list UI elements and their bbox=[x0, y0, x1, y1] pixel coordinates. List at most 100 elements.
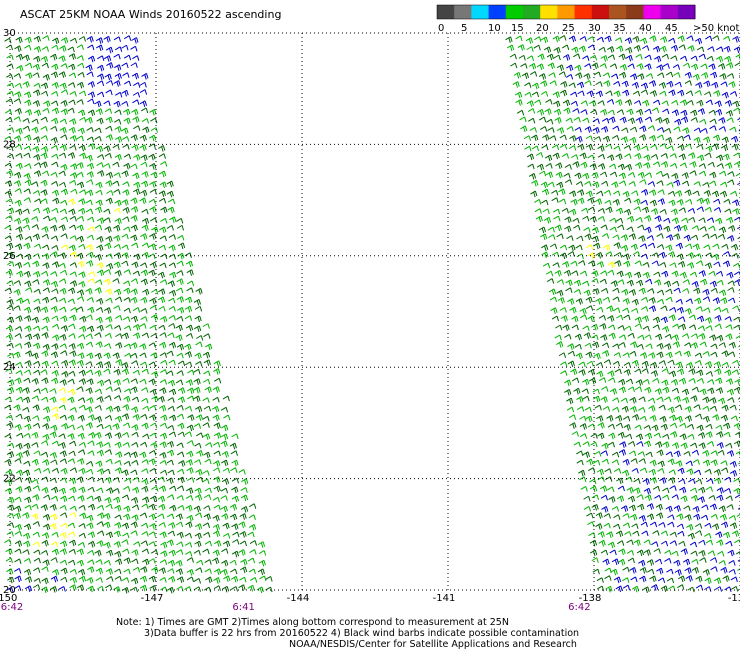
legend-label: 45 bbox=[665, 23, 678, 34]
wind-barb bbox=[70, 487, 77, 493]
wind-barb bbox=[674, 119, 681, 125]
wind-barb bbox=[203, 479, 210, 484]
wind-barb bbox=[650, 576, 657, 582]
wind-barb bbox=[642, 531, 649, 536]
wind-barb bbox=[572, 47, 579, 53]
wind-barb bbox=[724, 477, 731, 482]
wind-barb bbox=[32, 514, 39, 520]
wind-barb bbox=[52, 335, 59, 341]
wind-barb bbox=[573, 162, 580, 168]
wind-barb bbox=[124, 506, 130, 512]
wind-barb bbox=[680, 272, 687, 278]
wind-barb bbox=[115, 433, 122, 439]
wind-barb bbox=[34, 578, 41, 583]
wind-barb bbox=[560, 371, 567, 376]
wind-barb bbox=[60, 496, 67, 502]
wind-barb bbox=[51, 487, 58, 493]
wind-barb bbox=[653, 162, 660, 167]
wind-barb bbox=[638, 172, 645, 178]
wind-barb bbox=[124, 569, 130, 574]
wind-barb bbox=[68, 153, 75, 159]
wind-barb bbox=[623, 513, 630, 518]
wind-barb bbox=[693, 288, 700, 294]
wind-barb bbox=[600, 324, 607, 330]
wind-barb bbox=[52, 262, 59, 268]
wind-barb bbox=[167, 425, 174, 430]
wind-barb bbox=[602, 443, 609, 449]
wind-barb bbox=[655, 216, 662, 222]
wind-barb bbox=[600, 109, 607, 115]
wind-barb bbox=[734, 153, 740, 158]
wind-barb bbox=[232, 460, 239, 466]
wind-barb bbox=[554, 109, 561, 115]
wind-barb bbox=[685, 515, 692, 521]
wind-barb bbox=[205, 344, 212, 350]
wind-barb bbox=[661, 424, 668, 430]
wind-barb bbox=[194, 443, 201, 448]
wind-barb bbox=[596, 416, 603, 422]
wind-barb bbox=[657, 245, 664, 250]
wind-barb bbox=[187, 415, 194, 421]
wind-barb bbox=[643, 479, 650, 485]
wind-barb bbox=[51, 460, 58, 465]
wind-barb bbox=[618, 486, 625, 491]
wind-barb bbox=[158, 289, 165, 295]
wind-barb bbox=[204, 360, 211, 366]
wind-barb bbox=[602, 343, 609, 348]
wind-barb bbox=[677, 514, 684, 520]
wind-barb bbox=[691, 495, 698, 501]
wind-barb bbox=[644, 155, 651, 161]
wind-barb bbox=[714, 362, 721, 368]
wind-barb bbox=[616, 531, 623, 537]
wind-barb bbox=[700, 342, 707, 347]
wind-barb bbox=[729, 82, 736, 88]
wind-barb bbox=[667, 578, 674, 583]
wind-barb bbox=[42, 47, 49, 52]
wind-barb bbox=[614, 91, 621, 97]
wind-barb bbox=[584, 333, 591, 339]
wind-barb bbox=[661, 317, 668, 323]
wind-barb bbox=[105, 109, 112, 114]
wind-barb bbox=[599, 378, 606, 383]
wind-barb bbox=[15, 424, 22, 430]
wind-barb bbox=[122, 523, 129, 529]
wind-barb bbox=[70, 577, 77, 583]
wind-barb bbox=[186, 495, 193, 500]
wind-barb bbox=[78, 110, 85, 116]
wind-barb bbox=[557, 280, 564, 285]
wind-barb bbox=[657, 352, 664, 358]
wind-barb bbox=[178, 477, 185, 483]
wind-barb bbox=[563, 325, 570, 331]
wind-barb bbox=[150, 279, 157, 284]
wind-barb bbox=[41, 550, 48, 555]
wind-barb bbox=[41, 370, 48, 375]
wind-barb bbox=[187, 270, 194, 276]
wind-barb bbox=[641, 90, 648, 95]
wind-barb bbox=[249, 524, 256, 530]
wind-barb bbox=[14, 559, 21, 564]
wind-barb bbox=[185, 587, 192, 592]
wind-barb bbox=[124, 389, 131, 394]
wind-barb bbox=[540, 81, 547, 87]
wind-barb bbox=[564, 173, 571, 178]
wind-barb bbox=[123, 182, 130, 187]
wind-barb bbox=[698, 487, 705, 493]
wind-barb bbox=[662, 173, 669, 178]
wind-barb bbox=[16, 397, 23, 402]
wind-barb bbox=[690, 488, 697, 493]
wind-barb bbox=[663, 64, 670, 69]
wind-barb bbox=[663, 118, 670, 124]
wind-barb bbox=[61, 109, 68, 115]
wind-barb bbox=[704, 92, 711, 97]
wind-barb bbox=[721, 415, 728, 421]
wind-barb bbox=[115, 297, 122, 302]
wind-barb bbox=[142, 479, 149, 485]
wind-barb bbox=[586, 352, 593, 358]
wind-barb bbox=[668, 478, 675, 484]
wind-barb bbox=[239, 577, 246, 582]
wind-barb bbox=[187, 396, 194, 401]
wind-barb bbox=[676, 299, 683, 304]
wind-barb bbox=[213, 497, 220, 502]
wind-barb bbox=[124, 55, 130, 60]
wind-barb bbox=[160, 263, 167, 268]
